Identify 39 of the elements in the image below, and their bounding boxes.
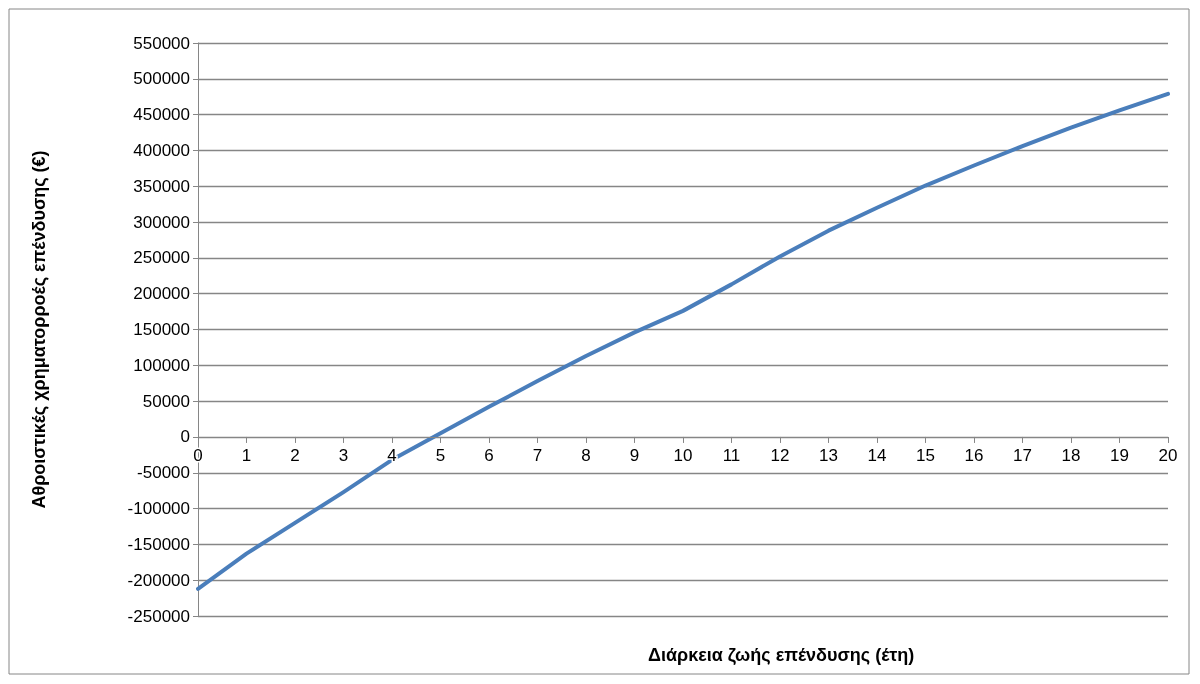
y-tick-label: 250000 [133, 248, 190, 268]
y-axis-title: Αθροιστικές χρηματορροές επένδυσης (€) [29, 150, 49, 509]
x-tick-label: 16 [964, 445, 984, 465]
x-axis-title: Διάρκεια ζωής επένδυσης (έτη) [648, 645, 915, 666]
x-tick-label: 14 [867, 445, 887, 465]
x-tick-label: 5 [435, 445, 446, 465]
x-tick-label: 11 [722, 445, 741, 465]
y-tick-label: 100000 [133, 355, 190, 375]
y-tick-label: 350000 [133, 176, 190, 196]
x-tick-label: 17 [1013, 445, 1032, 465]
x-tick-label: 18 [1061, 445, 1081, 465]
x-tick-label: 19 [1110, 445, 1129, 465]
y-tick-label: 500000 [133, 69, 190, 89]
y-tick-label: 50000 [142, 391, 190, 411]
y-tick-label: 150000 [133, 320, 190, 339]
y-tick-label: -250000 [127, 606, 190, 626]
x-tick-label: 6 [484, 445, 494, 465]
x-tick-label: 9 [629, 445, 640, 465]
y-tick-label: 400000 [133, 140, 190, 160]
x-tick-label: 12 [770, 445, 790, 465]
x-tick-label: 13 [819, 445, 838, 465]
x-tick-label: 3 [338, 445, 349, 465]
x-tick-label: 2 [290, 445, 300, 465]
x-tick-label: 0 [193, 445, 203, 465]
y-tick-label: -50000 [137, 463, 190, 483]
x-tick-label: 1 [241, 445, 252, 465]
y-tick-label: -200000 [127, 570, 190, 590]
y-tick-label: 300000 [133, 212, 190, 232]
y-tick-label: 0 [180, 427, 190, 447]
x-tick-label: 15 [916, 445, 935, 465]
x-tick-label: 8 [581, 445, 591, 465]
x-tick-label: 20 [1158, 445, 1178, 465]
y-tick-label: 450000 [133, 105, 190, 125]
x-tick-label: 10 [673, 445, 693, 465]
y-tick-label: -150000 [127, 534, 190, 554]
y-tick-label: 550000 [133, 33, 190, 53]
y-tick-label: 200000 [133, 284, 190, 304]
x-tick-label: 7 [532, 445, 543, 465]
y-tick-label: -100000 [127, 499, 190, 519]
